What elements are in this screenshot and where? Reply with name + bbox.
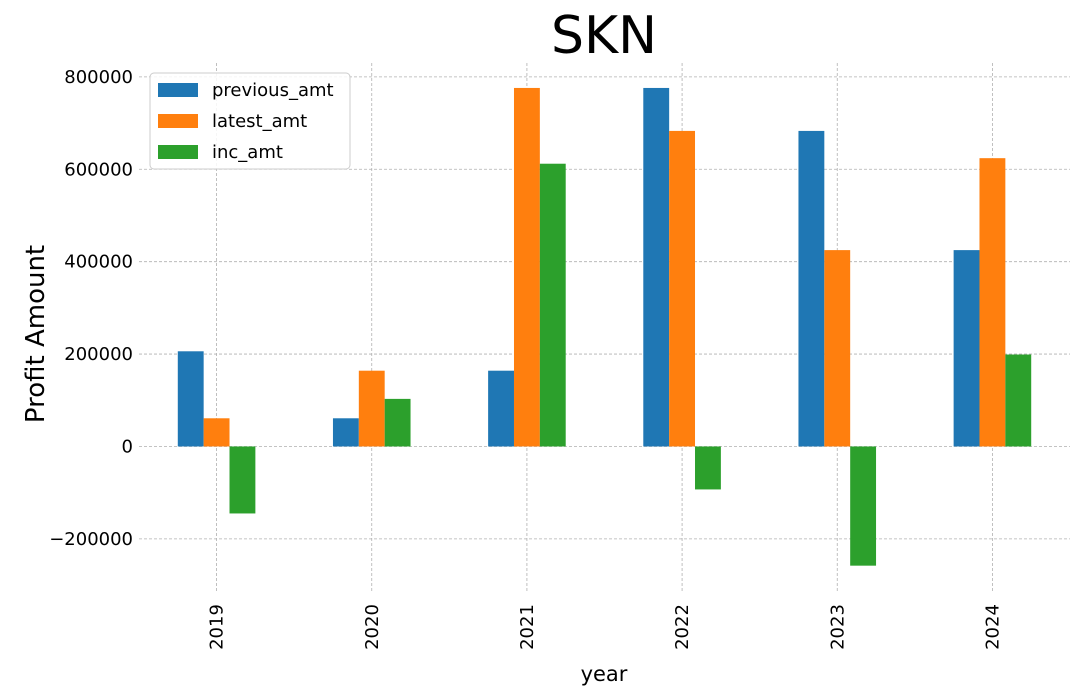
bar-inc-amt (695, 446, 721, 490)
legend-label: previous_amt (212, 80, 334, 101)
legend-swatch (158, 114, 198, 128)
bar-latest-amt (358, 370, 385, 447)
bar-previous-amt (798, 130, 825, 447)
bar-latest-amt (824, 250, 851, 447)
legend-label: latest_amt (212, 111, 307, 132)
y-tick-label: 200000 (64, 344, 133, 365)
y-axis-label: Profit Amount (21, 245, 51, 423)
bar-previous-amt (177, 351, 204, 447)
y-tick-label: 600000 (64, 159, 133, 180)
bar-inc-amt (539, 163, 566, 447)
y-tick-label: 0 (122, 436, 133, 457)
x-tick-labels: 2019 2020 2021 2022 2023 2024 (207, 604, 1004, 650)
bars (177, 87, 1032, 566)
bar-latest-amt (513, 87, 540, 447)
y-tick-label: 800000 (64, 67, 133, 88)
bar-latest-amt (979, 158, 1006, 447)
legend: previous_amt latest_amt inc_amt (149, 72, 351, 170)
legend-swatch (158, 145, 198, 159)
x-tick-label: 2019 (207, 604, 228, 650)
x-axis-label: year (581, 662, 628, 686)
bar-latest-amt (669, 130, 696, 447)
bar-inc-amt (1005, 354, 1032, 447)
legend-frame (149, 72, 351, 170)
chart-title: SKN (551, 6, 657, 66)
bar-inc-amt (384, 398, 411, 447)
x-tick-label: 2022 (672, 604, 693, 650)
bar-latest-amt (203, 418, 230, 447)
y-tick-label: 400000 (64, 252, 133, 273)
bar-inc-amt (850, 446, 877, 566)
x-tick-label: 2021 (517, 604, 538, 650)
x-tick-label: 2024 (982, 604, 1003, 650)
bar-previous-amt (488, 370, 514, 447)
x-tick-label: 2020 (362, 604, 383, 650)
legend-label: inc_amt (212, 142, 283, 163)
bar-previous-amt (332, 418, 359, 447)
legend-swatch (158, 83, 198, 97)
bar-inc-amt (229, 446, 256, 514)
x-tick-label: 2023 (827, 604, 848, 650)
y-tick-labels: −200000 0 200000 400000 600000 800000 (49, 67, 133, 550)
bar-previous-amt (643, 87, 670, 447)
bar-previous-amt (953, 250, 980, 447)
y-tick-label: −200000 (49, 529, 133, 550)
